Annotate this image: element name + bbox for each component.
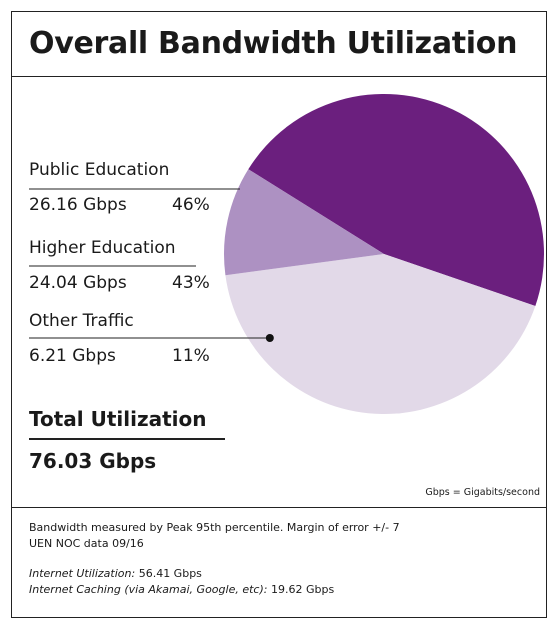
slice-percent-other-traffic: 11%	[172, 346, 210, 366]
pie-slice-other-traffic	[224, 169, 384, 276]
pie-slice-public-education	[248, 93, 545, 306]
leader-lines	[29, 188, 274, 342]
slice-value-higher-education: 24.04 Gbps	[29, 273, 127, 293]
pie-chart	[29, 93, 545, 414]
slice-label-other-traffic: Other Traffic	[29, 311, 134, 331]
total-divider	[29, 438, 225, 440]
slice-label-public-education: Public Education	[29, 160, 170, 180]
internet-caching-value: 19.62 Gbps	[267, 583, 335, 596]
title-bar: Overall Bandwidth Utilization	[12, 12, 546, 77]
footer-notes: Bandwidth measured by Peak 95th percenti…	[29, 520, 400, 598]
pie-slice-higher-education	[225, 254, 536, 414]
chart-panel: Public Education 26.16 Gbps 46% Higher E…	[12, 77, 546, 508]
internet-utilization-value: 56.41 Gbps	[135, 567, 202, 580]
footer-line-caching: Internet Caching (via Akamai, Google, et…	[29, 582, 400, 598]
total-utilization-value: 76.03 Gbps	[29, 449, 157, 473]
slice-percent-higher-education: 43%	[172, 273, 210, 293]
units-note: Gbps = Gigabits/second	[425, 487, 540, 498]
leader-dot-other-traffic	[265, 334, 274, 342]
slice-value-other-traffic: 6.21 Gbps	[29, 346, 116, 366]
slice-percent-public-education: 46%	[172, 195, 210, 215]
total-utilization-label: Total Utilization	[29, 407, 207, 431]
footer-line-internet: Internet Utilization: 56.41 Gbps	[29, 566, 400, 582]
footer-line-source: UEN NOC data 09/16	[29, 537, 144, 550]
slice-value-public-education: 26.16 Gbps	[29, 195, 127, 215]
internet-caching-label: Internet Caching (via Akamai, Google, et…	[29, 583, 268, 596]
pie-slices	[224, 93, 545, 414]
page-title: Overall Bandwidth Utilization	[29, 26, 518, 61]
infographic-frame: Overall Bandwidth Utilization Public Edu…	[11, 11, 547, 618]
footer-line-measurement: Bandwidth measured by Peak 95th percenti…	[29, 521, 400, 534]
slice-label-higher-education: Higher Education	[29, 238, 176, 258]
internet-utilization-label: Internet Utilization:	[29, 567, 136, 580]
